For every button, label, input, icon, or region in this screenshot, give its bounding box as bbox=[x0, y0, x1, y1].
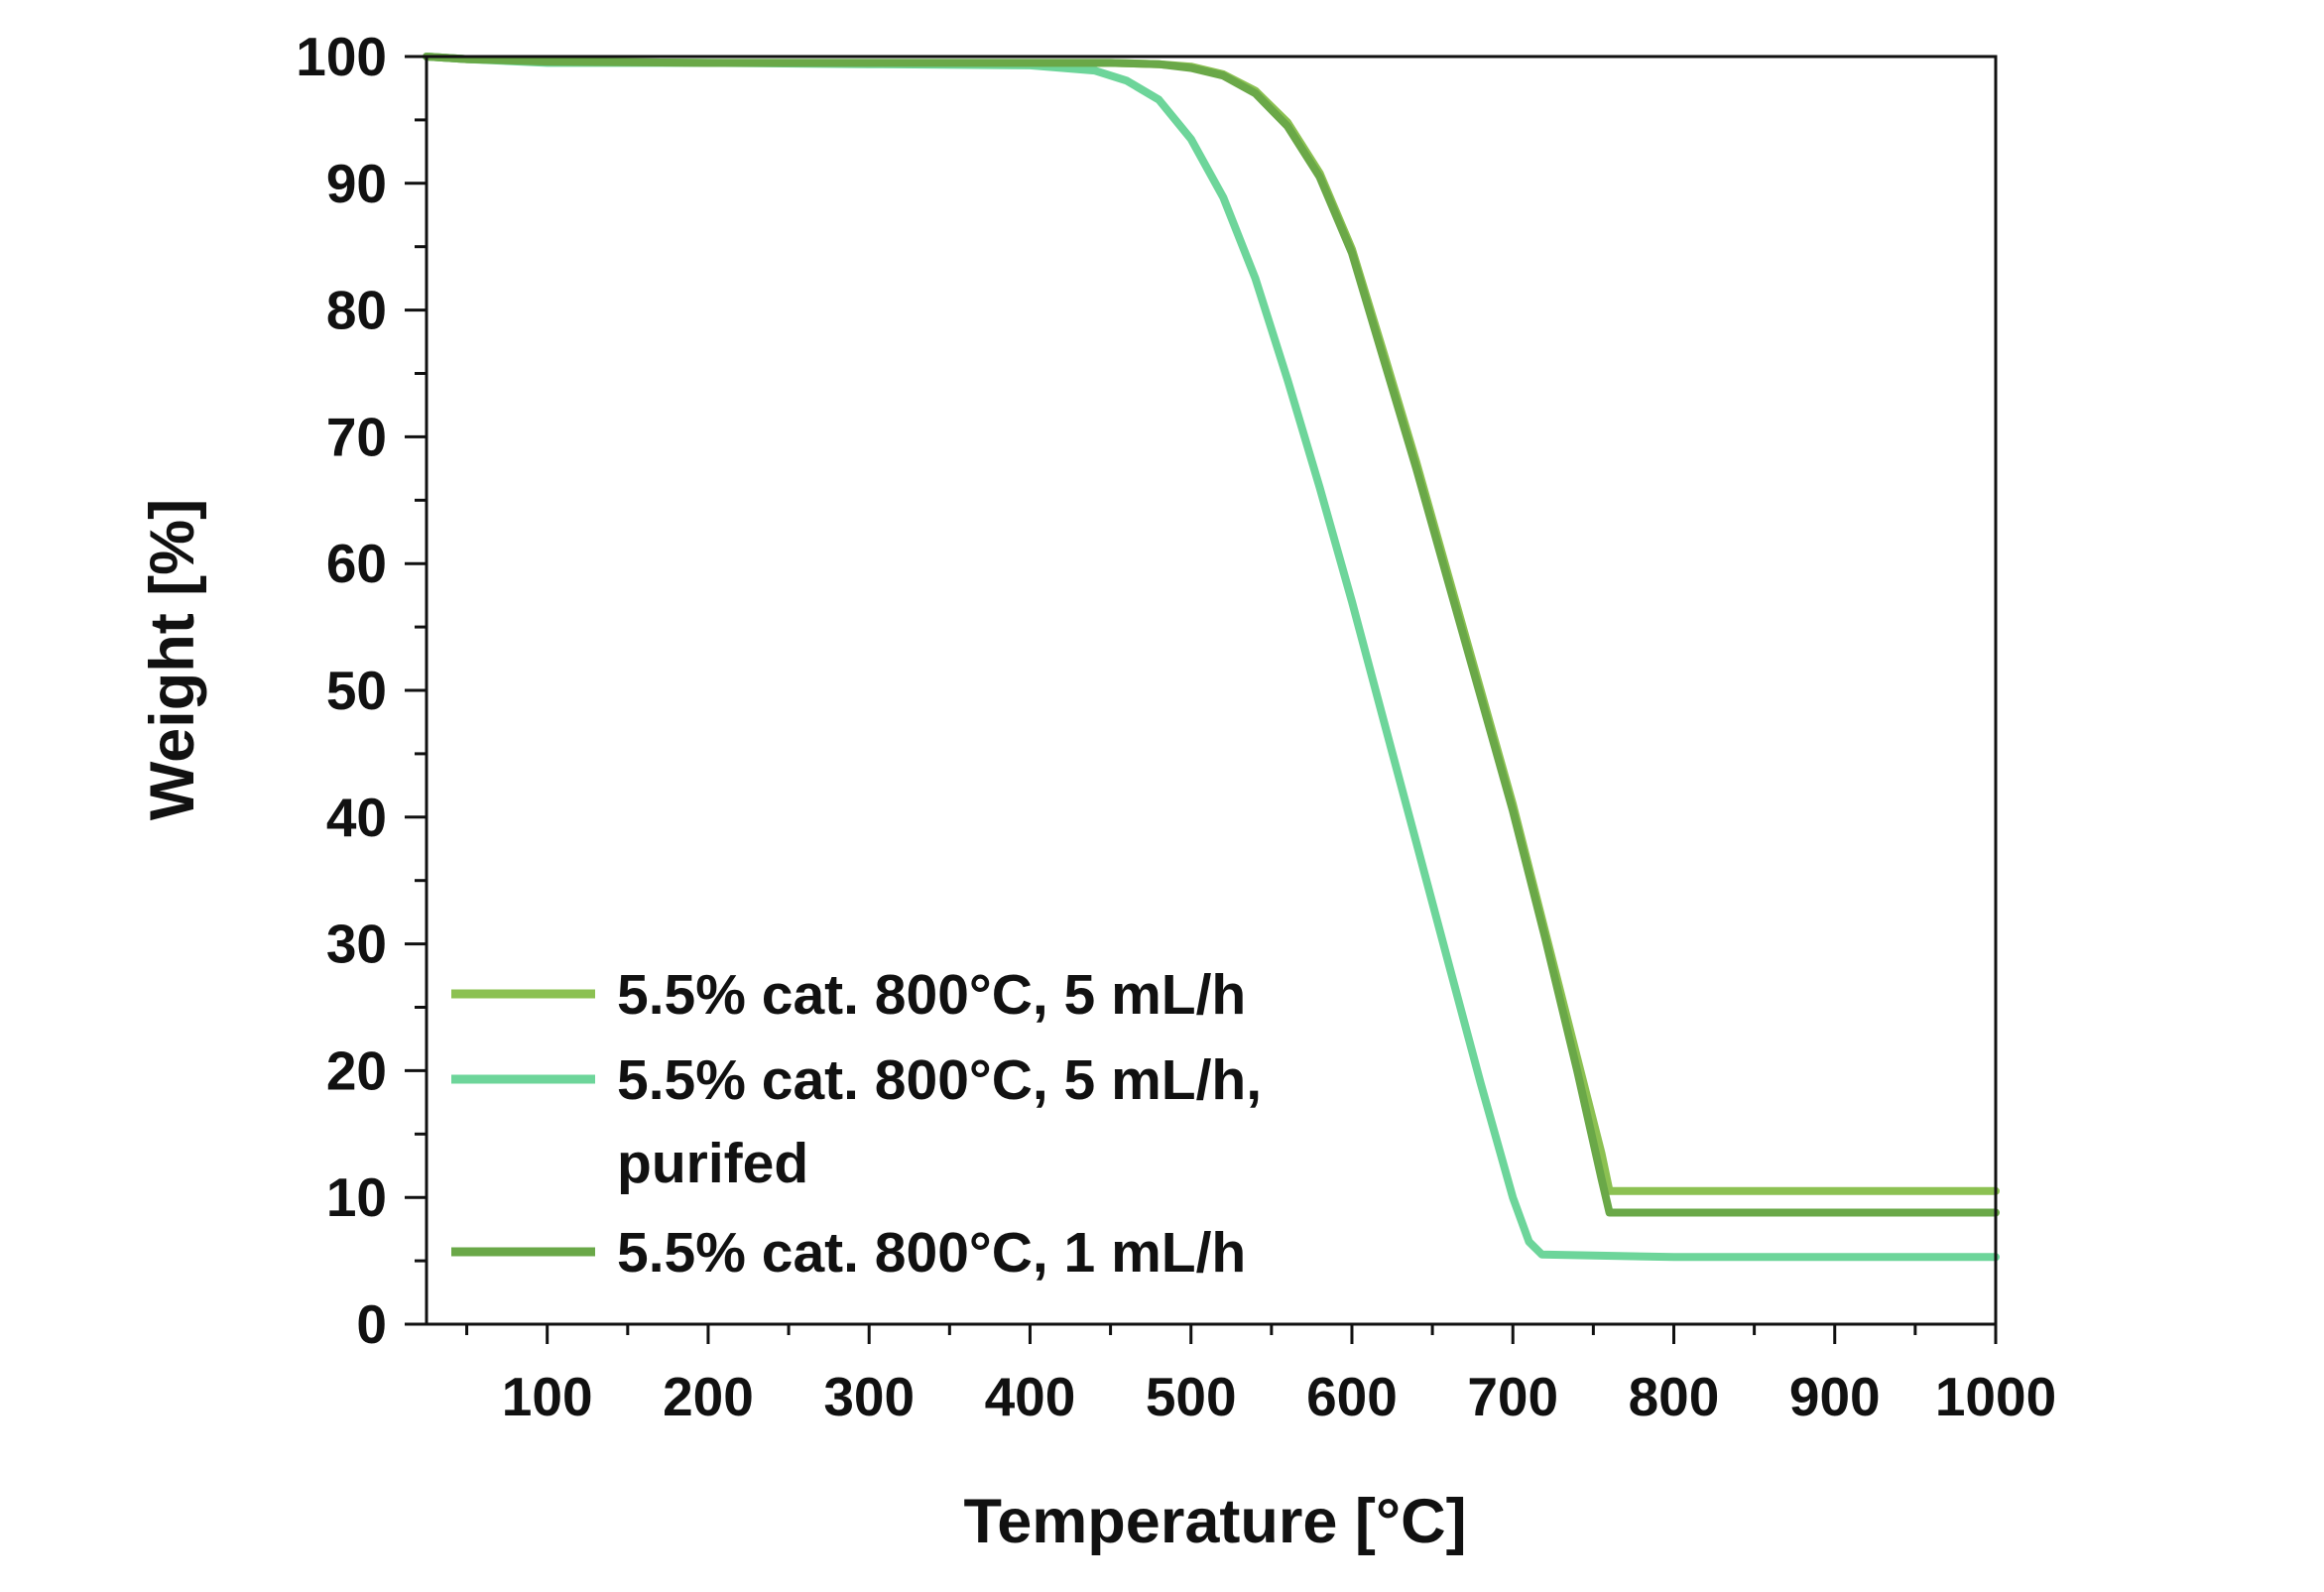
legend-label-2: purifed bbox=[617, 1132, 808, 1195]
x-tick-label: 200 bbox=[663, 1366, 754, 1427]
y-tick-label: 90 bbox=[326, 153, 387, 214]
x-tick-label: 800 bbox=[1629, 1366, 1720, 1427]
x-tick-label: 400 bbox=[985, 1366, 1076, 1427]
y-tick-label: 100 bbox=[296, 26, 387, 87]
x-tick-label: 600 bbox=[1306, 1366, 1398, 1427]
series-layer bbox=[423, 53, 2000, 1262]
y-tick-label: 50 bbox=[326, 660, 387, 721]
x-axis-title: Temperature [°C] bbox=[963, 1487, 1466, 1556]
x-tick-label: 100 bbox=[502, 1366, 593, 1427]
legend: 5.5% cat. 800°C, 5 mL/h 5.5% cat. 800°C, … bbox=[451, 963, 1262, 1285]
y-tick-label: 40 bbox=[326, 787, 387, 848]
legend-label-2: 5.5% cat. 800°C, 5 mL/h, bbox=[617, 1048, 1262, 1112]
x-tick-label: 700 bbox=[1467, 1366, 1558, 1427]
y-tick-label: 0 bbox=[356, 1293, 387, 1355]
x-tick-label: 900 bbox=[1789, 1366, 1881, 1427]
y-tick-label: 20 bbox=[326, 1040, 387, 1101]
x-tick-label: 1000 bbox=[1935, 1366, 2056, 1427]
y-tick-label: 30 bbox=[326, 914, 387, 975]
x-tick-label: 300 bbox=[823, 1366, 915, 1427]
y-tick-label: 10 bbox=[326, 1166, 387, 1228]
legend-label-1: 5.5% cat. 800°C, 5 mL/h bbox=[617, 963, 1246, 1027]
y-tick-label: 70 bbox=[326, 406, 387, 467]
y-tick-label: 80 bbox=[326, 280, 387, 341]
x-tick-label: 500 bbox=[1146, 1366, 1237, 1427]
ticks-layer: 100 200 300 400 500 600 700 800 900 1000 0 10 20 30 40… bbox=[296, 26, 2056, 1427]
series-line-3 bbox=[423, 53, 2000, 1217]
y-axis-title: Weight [%] bbox=[138, 499, 207, 820]
legend-label-3: 5.5% cat. 800°C, 1 mL/h bbox=[617, 1221, 1246, 1285]
y-tick-label: 60 bbox=[326, 533, 387, 594]
